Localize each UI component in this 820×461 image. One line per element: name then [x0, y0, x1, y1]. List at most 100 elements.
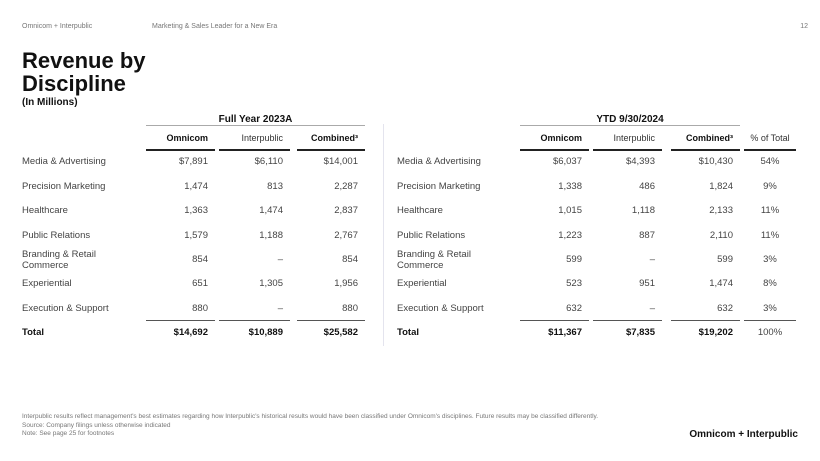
footnotes: Interpublic results reflect management's… [22, 413, 598, 439]
table-cell: 1,015 [558, 205, 582, 216]
table-cell: 854 [192, 254, 208, 265]
table-cell: 887 [639, 230, 655, 241]
column-rule [593, 149, 662, 151]
table-cell: 11% [760, 205, 780, 216]
table-cell: 9% [763, 181, 777, 192]
table-cell: 1,579 [184, 230, 208, 241]
row-label: Execution & Support [397, 303, 484, 314]
table-cell: 2,133 [709, 205, 733, 216]
table-cell: 1,474 [184, 181, 208, 192]
table-cell: 1,305 [259, 278, 283, 289]
row-label: Experiential [397, 278, 447, 289]
row-label: Healthcare [22, 205, 68, 216]
header-tagline: Marketing & Sales Leader for a New Era [152, 23, 278, 30]
total-cell: $14,692 [173, 327, 208, 338]
total-label: Total [397, 327, 419, 338]
table-cell: 8% [763, 278, 777, 289]
table-cell: – [277, 254, 283, 265]
column-header: % of Total [750, 133, 790, 143]
footnote: Note: See page 25 for footnotes [22, 430, 115, 437]
total-rule [593, 320, 662, 321]
table-cell: $10,430 [698, 156, 733, 167]
total-cell: $11,367 [548, 327, 582, 338]
row-label: Precision Marketing [397, 181, 481, 192]
row-label: Branding & Retail Commerce [397, 249, 471, 271]
page-number: 12 [800, 23, 808, 30]
total-cell: $10,889 [248, 327, 283, 338]
column-header: Combined³ [686, 133, 733, 143]
row-label: Media & Advertising [397, 156, 481, 167]
total-cell: $7,835 [625, 327, 655, 338]
column-rule [744, 149, 796, 151]
column-header: Interpublic [241, 133, 283, 143]
table-cell: 880 [192, 303, 208, 314]
total-cell: $19,202 [698, 327, 733, 338]
total-cell: 100% [757, 327, 783, 338]
table-cell: 54% [760, 156, 780, 167]
table-cell: $4,393 [625, 156, 655, 167]
table-cell: 2,287 [334, 181, 358, 192]
column-rule [671, 149, 740, 151]
table-cell: 3% [763, 303, 777, 314]
table-cell: 2,110 [709, 230, 733, 241]
row-label: Public Relations [397, 230, 466, 241]
table-cell: $6,037 [552, 156, 582, 167]
table-cell: 1,338 [558, 181, 582, 192]
row-label: Execution & Support [22, 303, 109, 314]
table-cell: 1,363 [184, 205, 208, 216]
footnote: Interpublic results reflect management's… [22, 413, 599, 420]
row-label: Precision Marketing [22, 181, 106, 192]
table-cell: 1,824 [709, 181, 733, 192]
left_table-group-rule [146, 125, 365, 126]
table-cell: 880 [342, 303, 358, 314]
total-rule [297, 320, 365, 321]
table-cell: 632 [566, 303, 582, 314]
right_table-group-rule [520, 125, 740, 126]
row-label: Public Relations [22, 230, 91, 241]
row-label: Experiential [22, 278, 72, 289]
page-subtitle: (In Millions) [22, 97, 78, 108]
column-rule [520, 149, 589, 151]
table-cell: 651 [192, 278, 208, 289]
column-rule [297, 149, 365, 151]
table-cell: – [649, 254, 655, 265]
table-group-header: YTD 9/30/2024 [596, 114, 664, 125]
table-cell: 2,767 [334, 230, 358, 241]
table-cell: – [649, 303, 655, 314]
column-rule [146, 149, 215, 151]
total-rule [146, 320, 215, 321]
table-cell: 632 [717, 303, 733, 314]
column-header: Interpublic [613, 133, 655, 143]
page-title: Revenue by Discipline [22, 48, 146, 96]
table-cell: 1,188 [259, 230, 283, 241]
row-label: Media & Advertising [22, 156, 106, 167]
table-cell: 523 [566, 278, 582, 289]
table-cell: 486 [639, 181, 655, 192]
table-cell: 11% [760, 230, 780, 241]
total-rule [744, 320, 796, 321]
table-group-header: Full Year 2023A [218, 114, 293, 125]
table-cell: $7,891 [178, 156, 208, 167]
table-cell: 951 [639, 278, 655, 289]
table-cell: – [277, 303, 283, 314]
total-rule [520, 320, 589, 321]
total-rule [671, 320, 740, 321]
total-cell: $25,582 [323, 327, 358, 338]
table-cell: $14,001 [323, 156, 358, 167]
table-cell: 1,223 [558, 230, 582, 241]
table-cell: 1,474 [709, 278, 733, 289]
table-cell: 1,118 [631, 205, 655, 216]
total-rule [219, 320, 290, 321]
footnote: Source: Company filings unless otherwise… [22, 421, 171, 429]
table-cell: 3% [763, 254, 777, 265]
column-header: Omnicom [540, 133, 582, 143]
table-cell: $6,110 [254, 156, 283, 167]
footer-logo: Omnicom + Interpublic [689, 429, 798, 440]
table-cell: 1,474 [259, 205, 283, 216]
row-label: Healthcare [397, 205, 443, 216]
header-brand: Omnicom + Interpublic [22, 23, 93, 30]
column-rule [219, 149, 290, 151]
column-header: Omnicom [166, 133, 208, 143]
row-label: Branding & Retail Commerce [22, 249, 96, 271]
